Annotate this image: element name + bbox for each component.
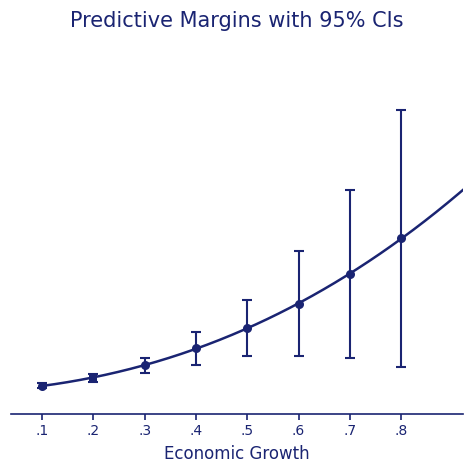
X-axis label: Economic Growth: Economic Growth [164,445,310,463]
Title: Predictive Margins with 95% CIs: Predictive Margins with 95% CIs [70,11,404,31]
